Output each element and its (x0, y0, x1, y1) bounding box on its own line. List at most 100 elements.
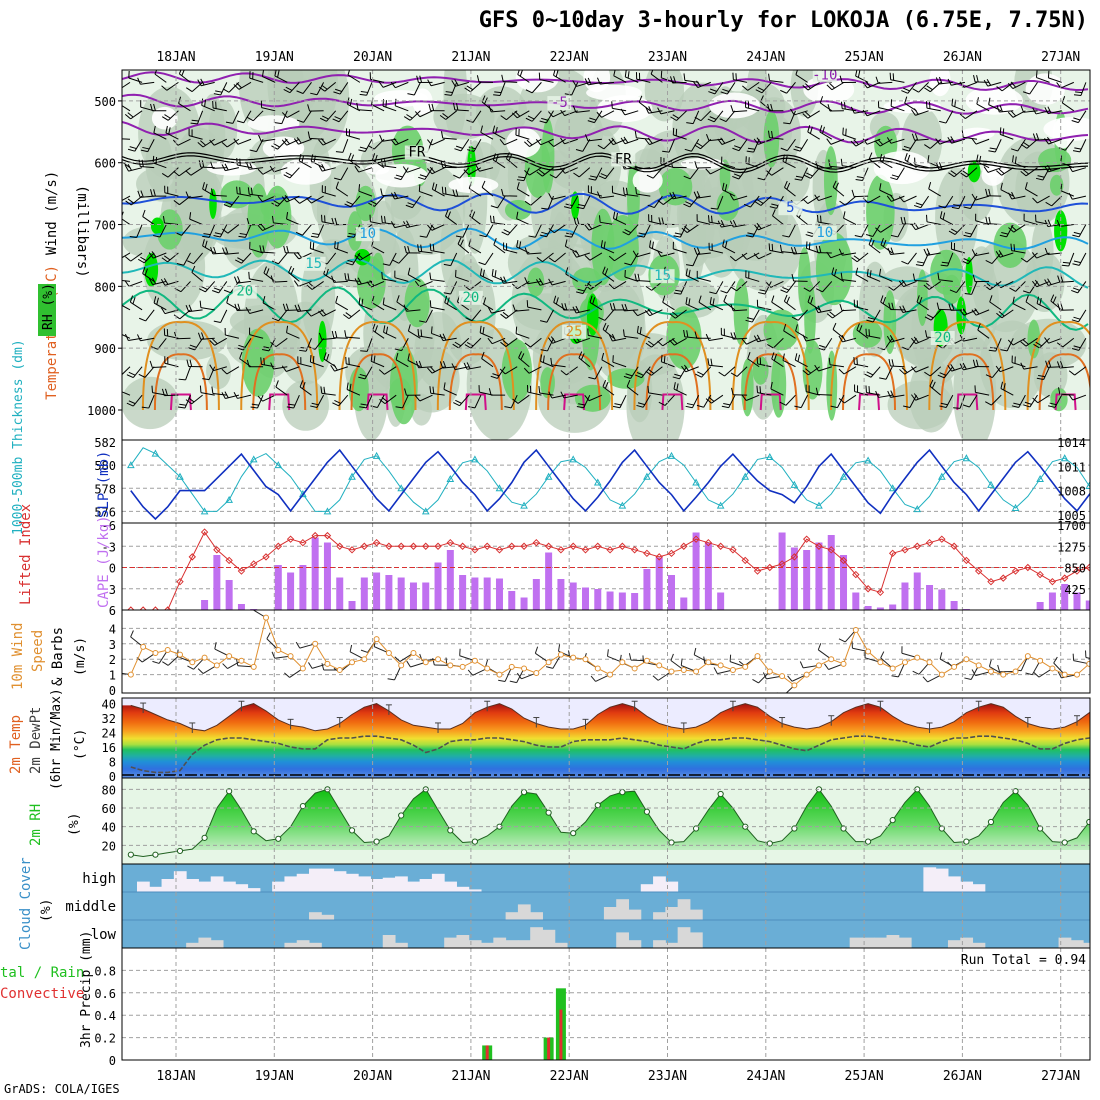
wind-barb (861, 224, 869, 238)
wind-barb-flag (318, 310, 324, 317)
ytick-label: -6 (102, 519, 116, 533)
wind-barb-flag (548, 227, 555, 234)
wind-barb (1085, 656, 1090, 659)
wind-barb-flag (262, 348, 270, 352)
wind-barb-flag (1007, 339, 1014, 346)
wind-barb (783, 330, 796, 339)
wind-barb-flag (603, 241, 606, 249)
wind-barb-flag (657, 340, 664, 347)
wind-barb-flag (163, 278, 169, 285)
rh-marker (176, 847, 184, 855)
wind-barb-flag (855, 267, 859, 275)
wind-barb (576, 309, 590, 314)
wind-barb (782, 359, 796, 368)
cape-bar (950, 601, 958, 610)
wind-barb-flag (707, 358, 710, 366)
cloud-bar-middle (603, 907, 617, 920)
date-tick-top: 18JAN (156, 50, 195, 65)
wind-barb-flag (500, 341, 507, 347)
wind-barb-flag (527, 115, 535, 120)
wind-barb-flag (985, 260, 993, 264)
wind-barb (963, 136, 978, 140)
rh-contour (965, 256, 973, 294)
wind-barb (515, 333, 530, 339)
wind-barb-flag (786, 296, 790, 304)
wind-barb-flag (151, 251, 157, 258)
wind-barb-flag (429, 300, 432, 308)
wind-barb (326, 110, 337, 122)
wind-barb (226, 138, 240, 148)
wind-barb (451, 82, 458, 96)
wind-barb (1072, 167, 1087, 173)
wind-barb (286, 195, 300, 203)
wind-barb (1036, 77, 1050, 83)
wind-barb (383, 304, 397, 311)
wind-barb-flag (929, 379, 934, 387)
rh-contour (1049, 174, 1064, 196)
wind-marker (361, 656, 368, 663)
wind-barb-flag (611, 137, 617, 144)
wind-barb (879, 138, 893, 147)
wind-barb-flag (732, 175, 740, 180)
wind-barb-flag (129, 295, 134, 303)
wind-barb-flag (235, 658, 239, 666)
wind-barb-flag (693, 647, 697, 655)
wind-barb (322, 191, 336, 197)
wind-barb (692, 252, 700, 266)
wind-barb-flag (841, 334, 846, 342)
wind-barb (805, 337, 820, 342)
wind-barb (1077, 281, 1087, 294)
wind-barb (735, 252, 748, 262)
wind-barb (746, 252, 760, 260)
wind-barb-flag (1073, 260, 1081, 264)
wind-barb-flag (598, 317, 606, 321)
wind-barb-flag (168, 127, 171, 135)
wind-barb (842, 337, 857, 343)
wind-barb-flag (178, 406, 186, 409)
wind-barb-flag (185, 87, 193, 93)
li-marker (962, 556, 971, 565)
cape-bar (520, 597, 528, 610)
wind-barb (553, 74, 566, 83)
wind-barb-flag (1056, 361, 1061, 369)
wind-barb-flag (923, 284, 930, 290)
wind-barb-flag (345, 262, 353, 266)
wind-barb-flag (307, 104, 311, 112)
wind-barb (143, 252, 155, 264)
wind-barb-flag (395, 352, 399, 360)
cape-bar (815, 542, 823, 610)
wind-barb-flag (947, 137, 952, 144)
wind-barb (915, 110, 929, 116)
li-marker (385, 542, 393, 550)
wind-barb (528, 366, 542, 374)
rh-marker (987, 818, 995, 826)
wind-barb-flag (416, 75, 419, 83)
rh-contour (1033, 352, 1068, 398)
wind-barb (311, 195, 324, 204)
wind-barb-flag (951, 206, 959, 210)
cape-bar (680, 597, 688, 610)
wind-barb-flag (538, 169, 546, 175)
thickness-marker (864, 456, 872, 464)
wind-barb-flag (685, 268, 688, 276)
rh-legend-swatch (38, 284, 56, 336)
wind-barb-flag (334, 217, 338, 225)
wind-barb-flag (717, 220, 722, 228)
wind-barb-flag (511, 112, 518, 119)
wind-barb (523, 167, 530, 181)
wind-barb (603, 138, 615, 150)
wind-barb-flag (663, 355, 666, 363)
wind-barb (530, 195, 542, 206)
wind-barb-flag (937, 272, 940, 280)
wind-barb-flag (1035, 133, 1040, 141)
wind-barb-flag (429, 366, 436, 373)
wind-barb-flag (221, 164, 226, 171)
wind-barb (208, 224, 216, 238)
wind-barb (564, 138, 578, 145)
cape-bar (360, 577, 368, 610)
wind-barb-flag (879, 268, 882, 276)
wind-barb-flag (479, 268, 483, 276)
wind-barb-flag (686, 330, 689, 338)
wind-barb-flag (973, 74, 976, 83)
cape-bar (594, 589, 602, 610)
